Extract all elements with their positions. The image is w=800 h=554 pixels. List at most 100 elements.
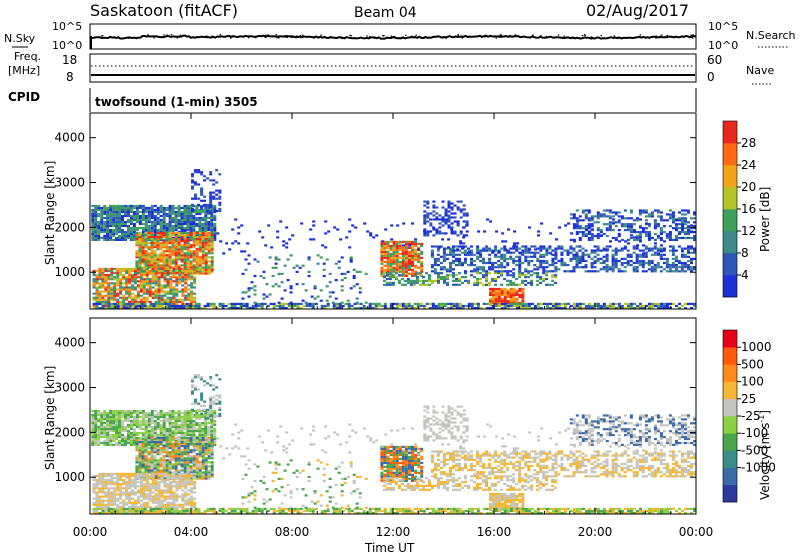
power-cell: [672, 302, 675, 305]
power-cell: [147, 235, 151, 239]
power-cell: [450, 232, 454, 235]
power-cell: [195, 272, 199, 275]
power-cell: [401, 240, 405, 243]
power-cell: [369, 234, 373, 237]
power-cell: [200, 191, 204, 194]
power-cell: [131, 278, 134, 281]
power-cell: [398, 246, 402, 249]
power-cell: [690, 230, 693, 233]
power-cell: [153, 260, 157, 263]
power-cell: [452, 283, 455, 286]
velocity-cell: [213, 409, 217, 413]
power-cell: [614, 307, 618, 310]
power-cell: [98, 296, 102, 299]
power-cell: [132, 236, 136, 239]
power-cell: [147, 252, 151, 255]
power-cell: [620, 215, 624, 218]
power-cell: [132, 232, 136, 235]
power-cell: [210, 268, 214, 271]
power-cell: [169, 286, 173, 289]
power-cell: [334, 262, 338, 265]
power-cell: [412, 281, 416, 284]
power-cell: [575, 231, 579, 234]
power-cell: [524, 307, 528, 310]
power-cell: [216, 232, 220, 235]
power-cell: [131, 284, 134, 287]
power-cell: [209, 197, 213, 200]
velocity-cell: [138, 455, 142, 458]
power-cell: [221, 307, 225, 310]
velocity-cell: [91, 413, 95, 417]
power-cell: [101, 286, 105, 289]
power-cell: [492, 250, 496, 253]
power-cell: [107, 288, 111, 291]
power-cell: [617, 268, 621, 271]
power-cell: [122, 269, 126, 273]
power-cell: [693, 266, 696, 269]
power-cell: [599, 304, 603, 308]
power-cell: [116, 294, 120, 297]
power-cell: [611, 259, 615, 263]
power-cell: [626, 253, 630, 256]
nsearch-point: [291, 35, 293, 37]
power-cell: [204, 216, 208, 220]
velocity-cell: [147, 447, 151, 450]
power-cell: [153, 216, 157, 220]
power-cell: [127, 230, 130, 234]
velocity-cell: [112, 427, 116, 431]
power-cell: [204, 256, 208, 259]
power-cell: [193, 286, 197, 289]
power-cell: [417, 266, 421, 269]
power-cell: [142, 286, 146, 289]
power-cell: [417, 242, 421, 245]
power-cell: [171, 240, 175, 243]
power-cell: [181, 267, 185, 270]
power-cell: [581, 307, 585, 310]
power-cell: [414, 256, 418, 259]
power-cell: [210, 252, 214, 255]
power-cell: [242, 304, 246, 308]
power-cell: [147, 231, 151, 235]
power-cell: [572, 215, 576, 218]
power-cell: [207, 228, 211, 232]
power-cell: [530, 283, 534, 286]
power-cell: [165, 246, 169, 249]
power-cell: [503, 266, 507, 269]
power-cell: [650, 268, 654, 271]
power-cell: [128, 300, 131, 303]
power-cell: [397, 279, 401, 282]
power-cell: [312, 220, 316, 223]
power-cell: [94, 216, 98, 220]
power-cell: [536, 272, 540, 275]
velocity-cell: [127, 431, 130, 435]
power-cell: [141, 250, 145, 253]
power-cell: [684, 307, 687, 310]
velocity-cell: [103, 441, 107, 444]
power-cell: [172, 267, 176, 270]
power-cell: [674, 270, 678, 273]
velocity-cell: [138, 469, 142, 472]
velocity-cell: [204, 419, 208, 423]
velocity-cell: [94, 427, 98, 431]
nsearch-point: [205, 35, 208, 37]
power-cell: [138, 262, 142, 265]
velocity-cell: [121, 443, 124, 446]
power-cell: [491, 295, 495, 299]
power-cell: [139, 276, 143, 279]
velocity-cell: [150, 425, 154, 429]
power-cell: [554, 302, 558, 305]
velocity-cell: [144, 411, 148, 415]
power-cell: [587, 209, 591, 212]
power-cell: [113, 286, 117, 289]
velocity-cell: [183, 415, 187, 419]
power-cell: [476, 307, 480, 310]
power-cell: [675, 238, 678, 241]
power-cell: [359, 307, 363, 310]
power-cell: [195, 216, 199, 220]
power-cell: [662, 253, 666, 256]
power-cell: [441, 218, 445, 221]
power-cell: [687, 251, 690, 254]
power-cell: [620, 264, 624, 267]
power-cell: [204, 224, 208, 228]
power-cell: [443, 281, 446, 284]
